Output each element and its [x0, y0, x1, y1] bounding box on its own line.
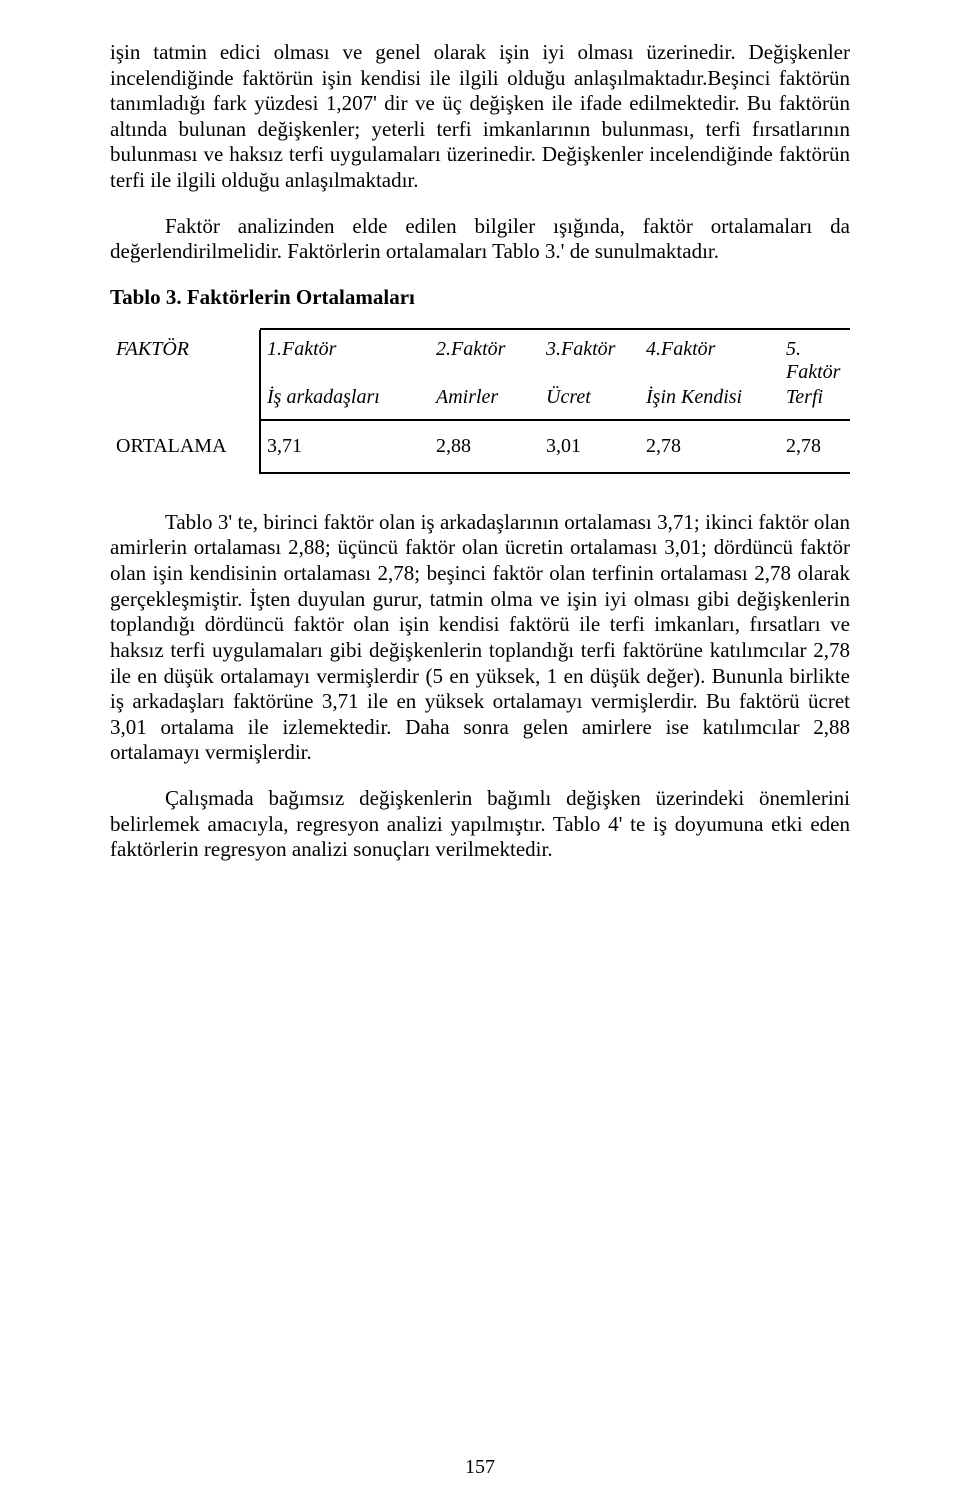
table-col-2-sub: Amirler [430, 386, 540, 420]
factor-table: FAKTÖR 1.Faktör 2.Faktör 3.Faktör 4.Fakt… [110, 328, 850, 474]
table-col-5-sub: Terfi [780, 386, 850, 420]
table-row-label-header: FAKTÖR [110, 330, 260, 386]
table-value-1: 3,71 [260, 421, 430, 473]
paragraph-4: Çalışmada bağımsız değişkenlerin bağımlı… [110, 786, 850, 863]
table-row-label-values: ORTALAMA [110, 421, 260, 473]
table-col-1-sub: İş arkadaşları [260, 386, 430, 420]
table-values-row: ORTALAMA 3,71 2,88 3,01 2,78 2,78 [110, 421, 850, 473]
table-col-3-sub: Ücret [540, 386, 640, 420]
table-heading: Tablo 3. Faktörlerin Ortalamaları [110, 285, 850, 310]
table-value-3: 3,01 [540, 421, 640, 473]
table-col-2-top: 2.Faktör [430, 330, 540, 386]
table-rule-bottom [110, 473, 850, 474]
paragraph-2: Faktör analizinden elde edilen bilgiler … [110, 214, 850, 265]
table-header-row: FAKTÖR 1.Faktör 2.Faktör 3.Faktör 4.Fakt… [110, 330, 850, 386]
table-col-4-sub: İşin Kendisi [640, 386, 780, 420]
paragraph-3: Tablo 3' te, birinci faktör olan iş arka… [110, 510, 850, 766]
table-col-3-top: 3.Faktör [540, 330, 640, 386]
table-value-4: 2,78 [640, 421, 780, 473]
table-value-2: 2,88 [430, 421, 540, 473]
page-number: 157 [0, 1456, 960, 1479]
table-col-1-top: 1.Faktör [260, 330, 430, 386]
paragraph-1: işin tatmin edici olması ve genel olarak… [110, 40, 850, 194]
table-col-4-top: 4.Faktör [640, 330, 780, 386]
table-row-label-header-sub [110, 386, 260, 420]
page: işin tatmin edici olması ve genel olarak… [0, 0, 960, 1507]
table-col-5-top: 5. Faktör [780, 330, 850, 386]
table-header-sub-row: İş arkadaşları Amirler Ücret İşin Kendis… [110, 386, 850, 420]
table-value-5: 2,78 [780, 421, 850, 473]
